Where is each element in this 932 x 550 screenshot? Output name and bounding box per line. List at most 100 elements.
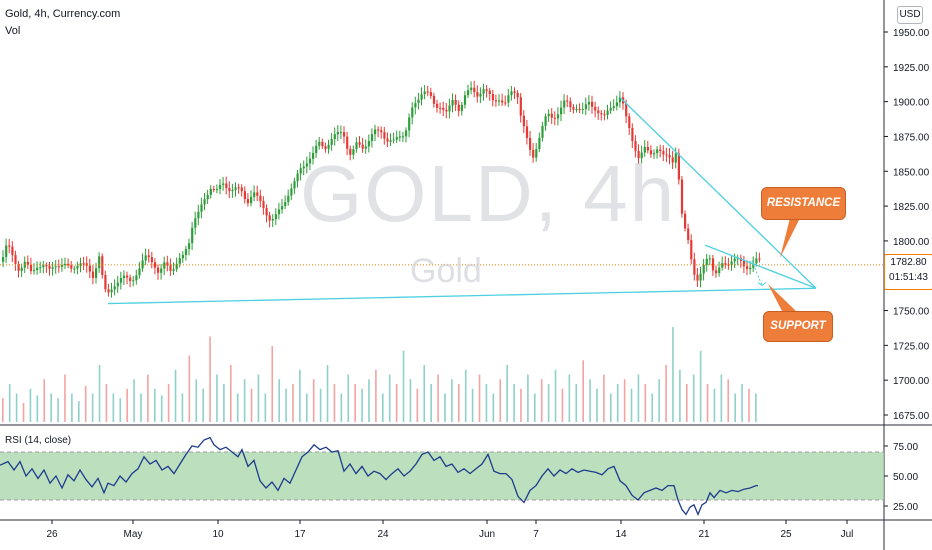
volume-label[interactable]: Vol	[5, 25, 21, 37]
rsi-line	[0, 436, 758, 517]
rsi-pane	[0, 436, 884, 517]
candle-body	[367, 141, 370, 147]
candle-body	[243, 191, 246, 200]
volume-bar	[154, 388, 156, 422]
candle-body	[346, 136, 349, 149]
candle-body	[718, 267, 721, 274]
candle-body	[36, 267, 39, 271]
candle-body	[209, 188, 212, 195]
chart-title[interactable]: Gold, 4h, Currency.com	[5, 8, 121, 20]
volume-bar	[478, 374, 481, 422]
volume-bar	[692, 374, 695, 422]
candle-body	[569, 101, 572, 108]
candle-body	[141, 260, 144, 269]
candle-body	[684, 213, 687, 229]
candle-body	[318, 141, 321, 146]
volume-bar	[264, 393, 267, 422]
time-tick-label: 21	[698, 529, 710, 540]
support-callout[interactable]: SUPPORT	[763, 311, 833, 342]
price-tick-label: 1900.00	[893, 98, 930, 109]
candle-body	[349, 148, 352, 155]
candle-body	[88, 265, 91, 272]
candle-body	[70, 265, 73, 269]
volume-bar	[133, 379, 135, 422]
volume-bars	[2, 327, 757, 422]
candle-body	[705, 258, 708, 265]
volume-bar	[658, 379, 660, 422]
candle-body	[556, 114, 560, 119]
candle-body	[166, 262, 169, 266]
candle-body	[510, 91, 513, 96]
candle-body	[467, 90, 470, 96]
candle-body	[290, 188, 293, 196]
candle-body	[324, 146, 327, 149]
volume-bar	[299, 369, 301, 422]
volume-bar	[340, 393, 343, 422]
candle-body	[566, 100, 569, 102]
candle-body	[312, 153, 315, 159]
candle-body	[302, 166, 305, 169]
candle-body	[690, 240, 693, 260]
candle-body	[519, 97, 522, 116]
volume-bar	[437, 374, 439, 422]
candle-body	[20, 267, 23, 271]
candle-body	[67, 263, 70, 266]
candle-body	[240, 187, 243, 192]
volume-bar	[616, 384, 619, 422]
candle-body	[104, 275, 107, 290]
candle-body	[194, 218, 197, 228]
candle-body	[646, 146, 649, 151]
candle-body	[60, 265, 64, 267]
candle-body	[172, 269, 175, 271]
candle-body	[529, 137, 532, 150]
volume-bar	[582, 360, 584, 422]
candle-body	[250, 196, 253, 204]
candle-body	[659, 149, 662, 152]
candle-body	[17, 263, 20, 271]
candle-body	[308, 158, 312, 164]
candle-body	[572, 107, 575, 110]
candle-body	[95, 268, 98, 278]
rsi-label[interactable]: RSI (14, close)	[5, 435, 72, 446]
resistance-callout-pointer	[780, 218, 800, 258]
candle-body	[277, 209, 281, 215]
candle-body	[609, 107, 612, 111]
volume-bar	[623, 379, 626, 422]
candle-body	[82, 263, 85, 265]
volume-bar	[485, 384, 488, 422]
volume-bar	[699, 350, 702, 422]
candle-body	[113, 286, 116, 290]
candle-body	[699, 273, 702, 281]
candle-body	[110, 289, 113, 293]
candle-body	[550, 113, 553, 118]
candle-body	[448, 105, 451, 112]
candle-body	[532, 149, 535, 158]
candle-body	[157, 267, 160, 273]
volume-bar	[423, 365, 426, 422]
volume-bar	[464, 369, 467, 422]
candle-body	[138, 268, 141, 276]
candle-body	[649, 150, 653, 155]
candle-body	[147, 255, 150, 258]
volume-bar	[471, 388, 474, 422]
candle-body	[51, 267, 54, 269]
volume-bar	[250, 388, 253, 422]
candle-body	[711, 258, 715, 271]
currency-button[interactable]: USD	[897, 6, 923, 24]
volume-bar	[112, 393, 115, 422]
resistance-callout[interactable]: RESISTANCE	[761, 187, 846, 220]
candle-body	[429, 92, 432, 96]
candle-body	[327, 144, 330, 149]
candle-body	[274, 214, 277, 220]
candle-body	[721, 263, 724, 268]
volume-bar	[306, 393, 308, 422]
candle-body	[491, 94, 494, 101]
candle-body	[584, 104, 587, 110]
candle-body	[563, 100, 566, 108]
volume-bar	[312, 379, 315, 422]
candle-body	[405, 130, 408, 137]
candle-body	[746, 266, 749, 270]
candle-body	[135, 275, 138, 281]
candle-body	[296, 173, 299, 182]
candle-body	[742, 260, 746, 267]
